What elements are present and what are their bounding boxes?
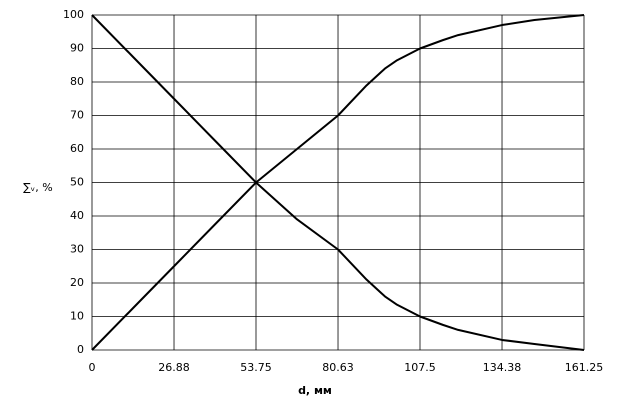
y-tick-label: 70 bbox=[70, 109, 84, 122]
y-tick-label: 30 bbox=[70, 243, 84, 256]
y-tick-label: 40 bbox=[70, 209, 84, 222]
y-tick-label: 50 bbox=[70, 176, 84, 189]
y-tick-label: 20 bbox=[70, 276, 84, 289]
y-tick-label: 60 bbox=[70, 142, 84, 155]
y-tick-label: 80 bbox=[70, 75, 84, 88]
x-tick-label: 80.63 bbox=[322, 361, 354, 374]
x-tick-label: 26.88 bbox=[158, 361, 190, 374]
x-tick-label: 161.25 bbox=[565, 361, 604, 374]
x-tick-label: 107.5 bbox=[404, 361, 436, 374]
x-tick-label: 0 bbox=[89, 361, 96, 374]
x-tick-label: 53.75 bbox=[240, 361, 272, 374]
y-tick-label: 100 bbox=[63, 8, 84, 21]
data-line bbox=[91, 14, 585, 351]
y-tick-label: 0 bbox=[77, 343, 84, 356]
y-tick-label: 90 bbox=[70, 42, 84, 55]
x-axis-label: d, мм bbox=[298, 384, 332, 397]
y-tick-label: 10 bbox=[70, 310, 84, 323]
y-axis-label: ∑ᵥ, % bbox=[23, 181, 52, 194]
data-line bbox=[91, 14, 585, 351]
x-tick-label: 134.38 bbox=[483, 361, 522, 374]
